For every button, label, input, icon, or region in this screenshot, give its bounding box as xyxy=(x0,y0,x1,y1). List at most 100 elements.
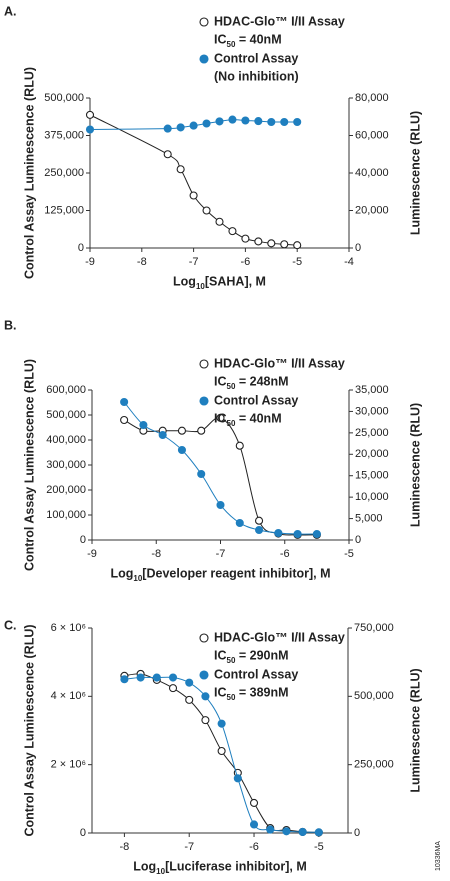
y2-axis-title: Luminescence (RLU) xyxy=(408,668,422,792)
y-tick-label: 4 × 10⁶ xyxy=(51,690,86,702)
data-point xyxy=(158,430,167,440)
panel-label: B. xyxy=(4,318,17,332)
y2-tick-label: 20,000 xyxy=(355,204,389,216)
x-tick-label: -4 xyxy=(344,256,354,268)
data-point xyxy=(254,516,264,525)
y2-tick-label: 15,000 xyxy=(355,470,389,482)
x-tick-label: -6 xyxy=(241,256,251,268)
x-tick-label: -7 xyxy=(189,256,199,268)
data-point xyxy=(197,426,206,435)
data-point xyxy=(249,798,259,807)
panel-label: C. xyxy=(4,618,17,632)
x-tick-label: -5 xyxy=(292,256,302,268)
data-point xyxy=(254,525,264,535)
data-point xyxy=(233,774,242,783)
fit-curve xyxy=(123,417,317,536)
y2-tick-label: 750,000 xyxy=(354,622,394,634)
legend-marker xyxy=(199,633,209,643)
y-tick-label: 0 xyxy=(78,242,84,254)
legend-label: Control Assay xyxy=(214,51,298,65)
data-point xyxy=(235,441,244,450)
figure-code: 10336MA xyxy=(435,841,442,871)
data-point xyxy=(249,820,259,829)
y2-axis-title: Luminescence (RLU) xyxy=(408,403,422,527)
data-point xyxy=(120,397,129,407)
data-point xyxy=(189,191,198,200)
data-point xyxy=(202,206,211,215)
data-point xyxy=(241,234,250,243)
data-point xyxy=(235,518,244,528)
y2-tick-label: 250,000 xyxy=(354,759,394,771)
x-axis-title: Log10[SAHA], M xyxy=(173,274,266,290)
y-tick-label: 2 × 10⁶ xyxy=(51,759,86,771)
fit-curve xyxy=(89,114,298,246)
y2-tick-label: 5,000 xyxy=(355,512,383,524)
legend-marker xyxy=(199,17,209,27)
data-point xyxy=(120,675,129,684)
data-point xyxy=(215,217,224,226)
legend-marker xyxy=(199,670,209,680)
data-point xyxy=(312,529,321,539)
data-point xyxy=(216,500,225,510)
data-point xyxy=(168,684,178,693)
y2-tick-label: 25,000 xyxy=(355,427,389,439)
y-tick-label: 600,000 xyxy=(46,384,86,396)
x-tick-label: -8 xyxy=(137,256,147,268)
y2-tick-label: 10,000 xyxy=(355,491,389,503)
data-point xyxy=(201,692,210,701)
y2-tick-label: 20,000 xyxy=(355,448,389,460)
data-point xyxy=(217,719,226,728)
data-point xyxy=(314,828,323,837)
x-tick-label: -9 xyxy=(85,256,95,268)
legend-marker xyxy=(199,359,209,369)
y2-tick-label: 40,000 xyxy=(355,167,389,179)
data-point xyxy=(266,825,275,834)
x-tick-label: -7 xyxy=(216,548,226,560)
y-tick-label: 250,000 xyxy=(44,167,84,179)
y-axis-title: Control Assay Luminescence (RLU) xyxy=(22,67,36,279)
data-point xyxy=(267,239,276,248)
legend-note: IC50 = 248nM xyxy=(214,374,289,390)
y-tick-label: 500,000 xyxy=(44,92,84,104)
y2-tick-label: 500,000 xyxy=(354,690,394,702)
data-point xyxy=(163,124,172,133)
y-tick-label: 0 xyxy=(80,827,86,839)
data-point xyxy=(85,125,95,134)
y2-tick-label: 60,000 xyxy=(355,129,389,141)
x-tick-label: -8 xyxy=(151,548,161,560)
x-axis-title: Log10[Luciferase inhibitor], M xyxy=(133,859,307,875)
y-tick-label: 500,000 xyxy=(46,409,86,421)
data-point xyxy=(293,117,302,127)
y-tick-label: 400,000 xyxy=(46,434,86,446)
data-point xyxy=(217,746,226,756)
y2-tick-label: 0 xyxy=(355,242,361,254)
x-tick-label: -7 xyxy=(184,841,194,853)
y-tick-label: 125,000 xyxy=(44,204,84,216)
legend-marker xyxy=(199,54,209,64)
legend-note: (No inhibition) xyxy=(214,69,299,83)
x-tick-label: -9 xyxy=(87,548,97,560)
y-axis-title: Control Assay Luminescence (RLU) xyxy=(22,359,36,571)
data-point xyxy=(298,827,307,837)
data-point xyxy=(216,413,225,422)
y-tick-label: 100,000 xyxy=(46,509,86,521)
legend-note: IC50 = 40nM xyxy=(214,32,282,48)
data-point xyxy=(280,240,289,249)
data-point xyxy=(254,237,263,246)
data-point xyxy=(185,678,194,687)
legend-label: HDAC-Glo™ I/II Assay xyxy=(214,14,345,28)
data-point xyxy=(163,150,172,159)
y-tick-label: 0 xyxy=(80,534,86,546)
data-point xyxy=(293,241,302,250)
x-tick-label: -5 xyxy=(344,548,354,560)
data-point xyxy=(185,695,194,704)
data-point xyxy=(267,117,276,127)
y-tick-label: 200,000 xyxy=(46,484,86,496)
data-point xyxy=(177,445,186,455)
data-point xyxy=(241,116,250,125)
data-point xyxy=(177,426,186,435)
y2-tick-label: 0 xyxy=(354,827,360,839)
data-point xyxy=(282,827,291,836)
data-point xyxy=(274,528,283,538)
